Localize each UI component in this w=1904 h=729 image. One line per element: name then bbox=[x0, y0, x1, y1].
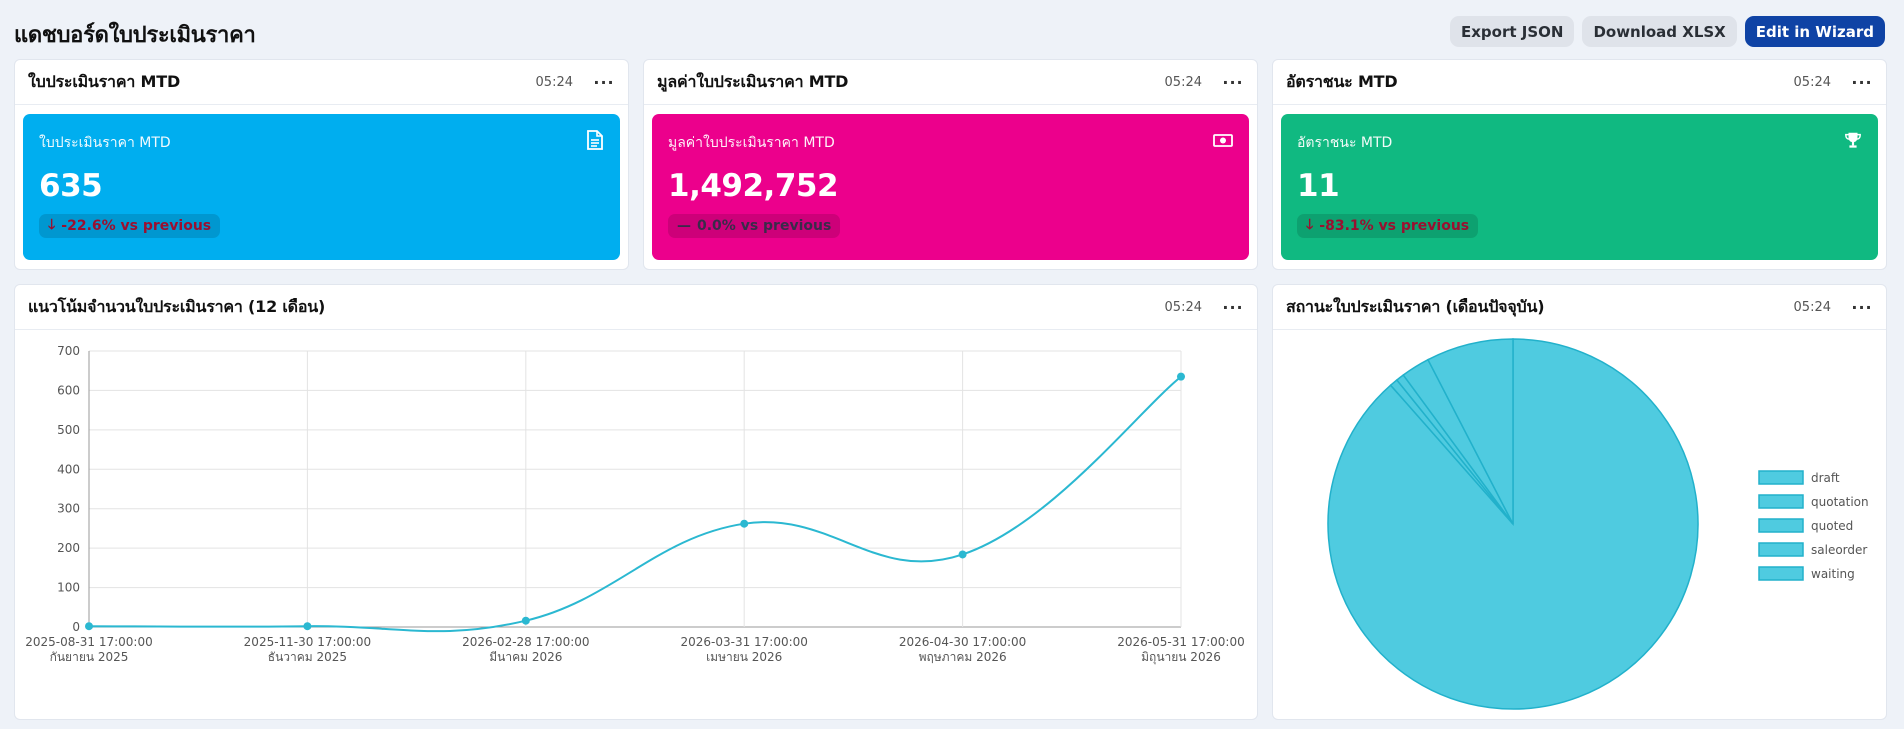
page-title: แดชบอร์ดใบประเมินราคา bbox=[14, 23, 256, 48]
kpi-change-text: 0.0% vs previous bbox=[697, 218, 832, 234]
legend-swatch bbox=[1758, 494, 1804, 509]
y-tick-label: 700 bbox=[57, 344, 80, 358]
kpi-value: 11 bbox=[1297, 168, 1340, 204]
y-tick-label: 300 bbox=[57, 502, 80, 516]
data-point[interactable] bbox=[521, 616, 530, 625]
card-time: 05:24 bbox=[1793, 299, 1831, 315]
edit-in-wizard-button[interactable]: Edit in Wizard bbox=[1744, 16, 1885, 47]
kpi-change-badge: — 0.0% vs previous bbox=[668, 214, 841, 238]
dash-icon: — bbox=[677, 218, 691, 234]
document-icon bbox=[587, 130, 603, 150]
kpi-tile: ใบประเมินราคา MTD 635 🡓 -22.6% vs previo… bbox=[23, 114, 620, 260]
more-menu-icon[interactable]: ··· bbox=[1851, 72, 1873, 92]
more-menu-icon[interactable]: ··· bbox=[593, 72, 615, 92]
y-tick-label: 200 bbox=[57, 541, 80, 555]
x-tick-label: 2026-04-30 17:00:00 bbox=[899, 635, 1026, 649]
y-tick-label: 400 bbox=[57, 462, 80, 476]
card-title: แนวโน้มจำนวนใบประเมินราคา (12 เดือน) bbox=[28, 296, 326, 316]
kpi-label: ใบประเมินราคา MTD bbox=[39, 135, 171, 151]
data-point[interactable] bbox=[85, 622, 93, 631]
card-header: สถานะใบประเมินราคา (เดือนปัจจุบัน) 05:24… bbox=[1273, 285, 1886, 330]
card-title: ใบประเมินราคา MTD bbox=[28, 71, 181, 91]
x-tick-sublabel: มิถุนายน 2026 bbox=[1141, 650, 1221, 665]
status-chart-card: สถานะใบประเมินราคา (เดือนปัจจุบัน) 05:24… bbox=[1272, 284, 1887, 720]
card-time: 05:24 bbox=[1164, 74, 1202, 90]
more-menu-icon[interactable]: ··· bbox=[1222, 297, 1244, 317]
kpi-card-value: มูลค่าใบประเมินราคา MTD 05:24 ··· มูลค่า… bbox=[643, 59, 1258, 270]
money-icon bbox=[1213, 134, 1233, 147]
kpi-change-text: -22.6% vs previous bbox=[61, 218, 212, 234]
series-line bbox=[88, 375, 1182, 633]
card-header: แนวโน้มจำนวนใบประเมินราคา (12 เดือน) 05:… bbox=[15, 285, 1257, 330]
kpi-value: 635 bbox=[39, 168, 103, 204]
toolbar: Export JSON Download XLSX Edit in Wizard bbox=[1449, 16, 1885, 47]
x-tick-label: 2025-11-30 17:00:00 bbox=[244, 635, 371, 649]
kpi-value: 1,492,752 bbox=[668, 168, 839, 204]
card-header: มูลค่าใบประเมินราคา MTD 05:24 ··· bbox=[644, 60, 1257, 105]
kpi-tile: อัตราชนะ MTD 11 🡓 -83.1% vs previous bbox=[1281, 114, 1878, 260]
data-point[interactable] bbox=[303, 622, 312, 631]
data-point[interactable] bbox=[958, 550, 967, 559]
x-tick-sublabel: พฤษภาคม 2026 bbox=[919, 650, 1007, 664]
kpi-label: อัตราชนะ MTD bbox=[1297, 135, 1393, 151]
x-tick-label: 2026-03-31 17:00:00 bbox=[680, 635, 807, 649]
y-tick-label: 500 bbox=[57, 423, 80, 437]
x-tick-label: 2026-05-31 17:00:00 bbox=[1117, 635, 1244, 649]
download-xlsx-button[interactable]: Download XLSX bbox=[1582, 16, 1737, 47]
kpi-label: มูลค่าใบประเมินราคา MTD bbox=[668, 135, 835, 151]
x-tick-sublabel: ธันวาคม 2025 bbox=[268, 650, 347, 664]
legend-label: quotation bbox=[1811, 495, 1869, 509]
kpi-change-badge: 🡓 -83.1% vs previous bbox=[1297, 214, 1479, 238]
card-header: ใบประเมินราคา MTD 05:24 ··· bbox=[15, 60, 628, 105]
data-point[interactable] bbox=[740, 519, 749, 528]
card-time: 05:24 bbox=[1164, 299, 1202, 315]
x-tick-sublabel: กันยายน 2025 bbox=[50, 650, 129, 664]
x-tick-label: 2025-08-31 17:00:00 bbox=[25, 635, 152, 649]
trend-chart-card: แนวโน้มจำนวนใบประเมินราคา (12 เดือน) 05:… bbox=[14, 284, 1258, 720]
kpi-tile: มูลค่าใบประเมินราคา MTD 1,492,752 — 0.0%… bbox=[652, 114, 1249, 260]
kpi-card-win-rate: อัตราชนะ MTD 05:24 ··· อัตราชนะ MTD 11 🡓… bbox=[1272, 59, 1887, 270]
card-title: มูลค่าใบประเมินราคา MTD bbox=[657, 71, 849, 91]
trophy-icon bbox=[1845, 132, 1861, 148]
x-tick-sublabel: มีนาคม 2026 bbox=[489, 650, 562, 664]
legend-swatch bbox=[1758, 518, 1804, 533]
more-menu-icon[interactable]: ··· bbox=[1851, 297, 1873, 317]
card-title: อัตราชนะ MTD bbox=[1286, 71, 1398, 91]
kpi-card-quotes: ใบประเมินราคา MTD 05:24 ··· ใบประเมินราค… bbox=[14, 59, 629, 270]
card-header: อัตราชนะ MTD 05:24 ··· bbox=[1273, 60, 1886, 105]
status-pie-chart: draft quotation quoted saleorder waiting bbox=[1327, 338, 1869, 710]
kpi-change-badge: 🡓 -22.6% vs previous bbox=[39, 214, 221, 238]
card-title: สถานะใบประเมินราคา (เดือนปัจจุบัน) bbox=[1286, 296, 1545, 316]
arrow-down-icon: 🡓 bbox=[48, 217, 56, 233]
legend-label: quoted bbox=[1811, 519, 1853, 533]
card-time: 05:24 bbox=[535, 74, 573, 90]
more-menu-icon[interactable]: ··· bbox=[1222, 72, 1244, 92]
x-tick-sublabel: เมษายน 2026 bbox=[706, 650, 782, 664]
arrow-down-icon: 🡓 bbox=[1306, 217, 1314, 233]
y-tick-label: 600 bbox=[57, 383, 80, 397]
card-time: 05:24 bbox=[1793, 74, 1831, 90]
x-tick-label: 2026-02-28 17:00:00 bbox=[462, 635, 589, 649]
data-point[interactable] bbox=[1177, 372, 1185, 381]
pie-slice-draft[interactable] bbox=[1327, 338, 1699, 710]
legend-label: draft bbox=[1811, 471, 1840, 485]
y-tick-label: 0 bbox=[72, 620, 80, 634]
pie-slice-waiting[interactable] bbox=[1426, 338, 1514, 525]
legend-label: waiting bbox=[1811, 567, 1855, 581]
legend-swatch bbox=[1758, 542, 1804, 557]
legend-swatch bbox=[1758, 566, 1804, 581]
kpi-change-text: -83.1% vs previous bbox=[1319, 218, 1470, 234]
trend-line-chart: 0 100 200 300 400 500 600 700 2025-08-31 17:00:0… bbox=[25, 344, 1244, 665]
legend-label: saleorder bbox=[1811, 543, 1867, 557]
legend-swatch bbox=[1758, 470, 1804, 485]
export-json-button[interactable]: Export JSON bbox=[1449, 16, 1575, 47]
y-tick-label: 100 bbox=[57, 581, 80, 595]
